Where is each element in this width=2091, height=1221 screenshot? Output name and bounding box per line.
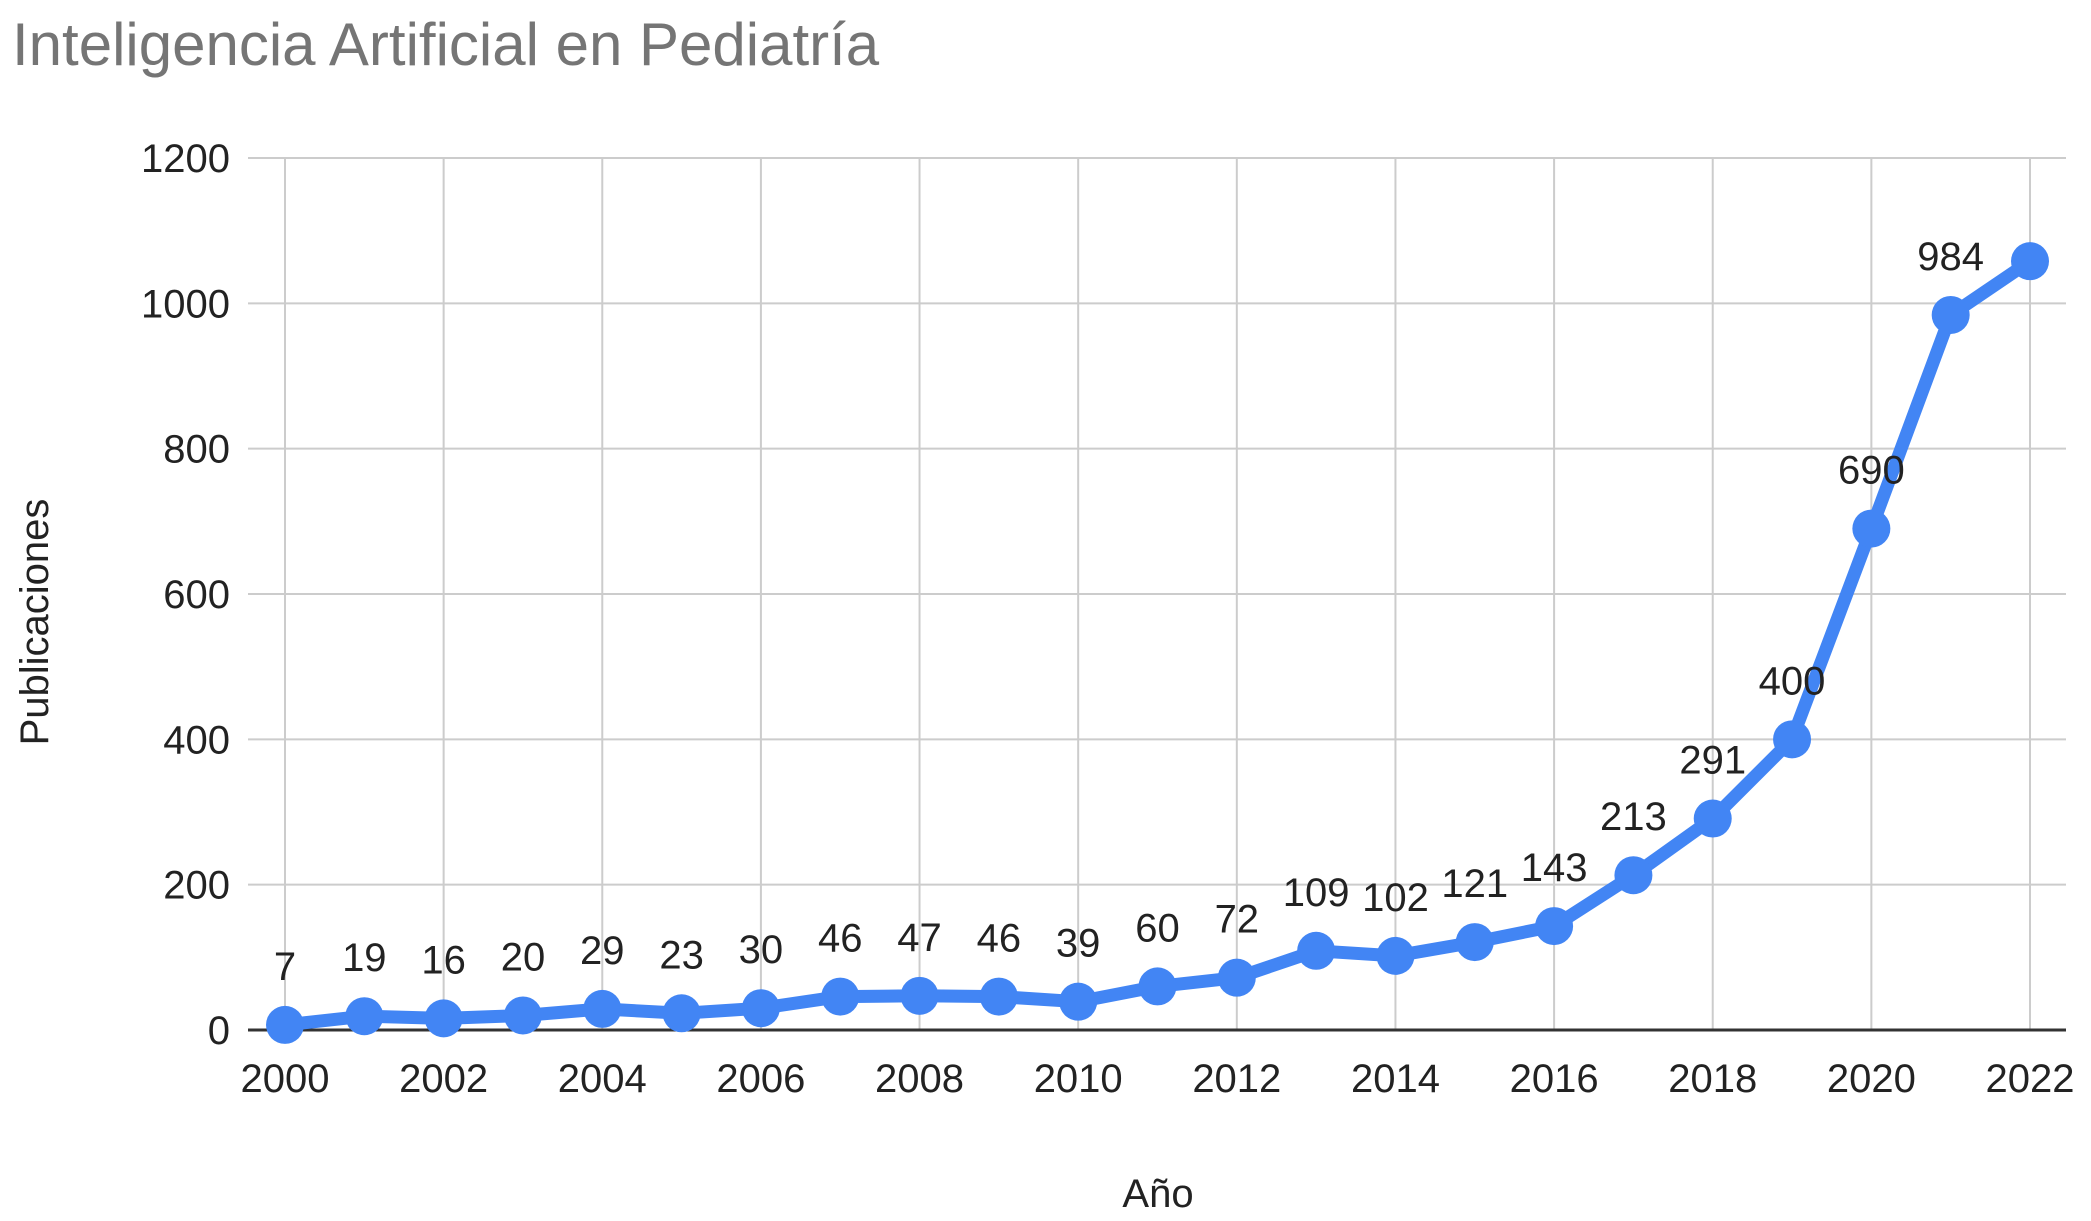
- data-label-2021: 984: [1917, 235, 1984, 279]
- data-label-2020: 690: [1838, 449, 1905, 493]
- data-point-2010: [1059, 982, 1098, 1021]
- data-label-2009: 46: [977, 917, 1022, 961]
- data-point-2015: [1455, 923, 1494, 962]
- data-point-2020: [1852, 509, 1891, 548]
- chart-title: Inteligencia Artificial en Pediatría: [12, 11, 880, 78]
- data-point-2008: [900, 976, 939, 1015]
- data-label-2004: 29: [580, 929, 625, 973]
- data-labels: 7 19 16 20 29 23 30 46 47 46 39 60 72 109 102 121 143 213…: [274, 235, 1984, 989]
- x-tick-label-2022: 2022: [1986, 1057, 2075, 1101]
- data-label-2019: 400: [1759, 659, 1826, 703]
- y-tick-label-400: 400: [163, 718, 230, 762]
- data-label-2015: 121: [1441, 862, 1508, 906]
- data-point-2021: [1931, 295, 1970, 334]
- x-tick-label-2004: 2004: [558, 1057, 647, 1101]
- data-point-2018: [1693, 799, 1732, 838]
- data-label-2014: 102: [1362, 876, 1429, 920]
- data-point-2013: [1297, 931, 1336, 970]
- data-label-2017: 213: [1600, 795, 1667, 839]
- y-tick-label-600: 600: [163, 573, 230, 617]
- data-label-2003: 20: [501, 935, 546, 979]
- data-point-2012: [1217, 958, 1256, 997]
- x-axis-title: Año: [1122, 1172, 1193, 1216]
- x-tick-label-2014: 2014: [1351, 1057, 1440, 1101]
- x-axis-ticks: 2000 2002 2004 2006 2008 2010 2012 2014 2016 2018…: [241, 1057, 2075, 1101]
- data-label-2001: 19: [342, 936, 387, 980]
- data-label-2008: 47: [897, 916, 942, 960]
- data-point-2005: [662, 994, 701, 1033]
- data-label-2012: 72: [1215, 898, 1260, 942]
- data-point-2001: [345, 997, 384, 1036]
- data-point-2014: [1376, 936, 1415, 975]
- data-point-2004: [583, 989, 622, 1028]
- data-point-2009: [979, 977, 1018, 1016]
- data-label-2002: 16: [421, 938, 466, 982]
- data-point-2022: [2011, 242, 2049, 281]
- data-point-2011: [1138, 967, 1177, 1006]
- data-label-2011: 60: [1135, 906, 1180, 950]
- data-label-2010: 39: [1056, 922, 1101, 966]
- data-label-2016: 143: [1521, 846, 1588, 890]
- data-point-2017: [1614, 856, 1653, 895]
- x-tick-label-2000: 2000: [241, 1057, 330, 1101]
- y-axis-ticks: 0 200 400 600 800 1000 1200: [141, 137, 230, 1053]
- data-label-2006: 30: [739, 928, 784, 972]
- data-points: [266, 242, 2049, 1044]
- y-tick-label-1200: 1200: [141, 137, 230, 181]
- data-label-2000: 7: [274, 945, 296, 989]
- y-tick-label-800: 800: [163, 428, 230, 472]
- x-tick-label-2016: 2016: [1510, 1057, 1599, 1101]
- data-point-2016: [1535, 907, 1574, 946]
- y-tick-label-1000: 1000: [141, 282, 230, 326]
- y-tick-label-0: 0: [208, 1009, 230, 1053]
- data-point-2000: [266, 1005, 304, 1044]
- data-point-2019: [1773, 720, 1812, 759]
- data-point-2007: [821, 977, 860, 1016]
- x-tick-label-2018: 2018: [1668, 1057, 1757, 1101]
- y-tick-label-200: 200: [163, 864, 230, 908]
- y-axis-title: Publicaciones: [13, 499, 57, 746]
- data-point-2003: [503, 996, 542, 1035]
- x-tick-label-2002: 2002: [399, 1057, 488, 1101]
- data-label-2013: 109: [1283, 871, 1350, 915]
- x-tick-label-2008: 2008: [875, 1057, 964, 1101]
- data-label-2007: 46: [818, 917, 863, 961]
- x-tick-label-2020: 2020: [1827, 1057, 1916, 1101]
- data-label-2018: 291: [1679, 739, 1746, 783]
- grid-lines: [248, 157, 2066, 1030]
- x-tick-label-2010: 2010: [1034, 1057, 1123, 1101]
- x-tick-label-2006: 2006: [716, 1057, 805, 1101]
- data-point-2006: [741, 989, 780, 1028]
- data-point-2002: [424, 999, 463, 1038]
- x-tick-label-2012: 2012: [1192, 1057, 1281, 1101]
- data-label-2005: 23: [659, 933, 704, 977]
